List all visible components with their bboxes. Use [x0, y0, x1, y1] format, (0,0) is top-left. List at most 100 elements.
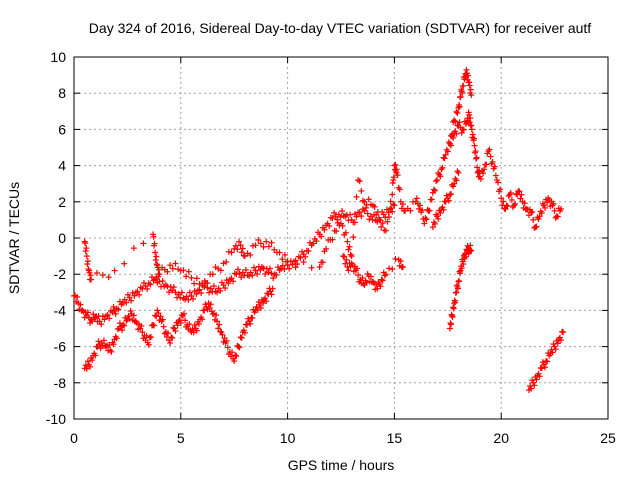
data-point: [244, 321, 251, 328]
data-point: [268, 270, 275, 277]
data-point: [379, 277, 386, 284]
data-point: [374, 208, 381, 215]
data-point: [454, 285, 461, 292]
y-tick-label: 2: [58, 194, 66, 210]
x-tick-label: 0: [70, 430, 78, 446]
data-point: [190, 329, 197, 336]
data-point: [88, 276, 95, 283]
data-point: [238, 249, 245, 256]
data-point: [382, 227, 389, 234]
x-tick-label: 25: [600, 430, 616, 446]
data-point: [152, 249, 159, 256]
data-point: [481, 166, 488, 173]
data-point: [445, 197, 452, 204]
data-point: [268, 291, 275, 298]
data-point: [483, 161, 490, 168]
data-point: [444, 148, 451, 155]
data-point: [218, 329, 225, 336]
data-point: [126, 315, 133, 322]
data-point: [239, 269, 246, 276]
data-point: [257, 240, 264, 247]
data-point: [252, 242, 259, 249]
data-point: [422, 215, 429, 222]
data-point: [367, 213, 374, 220]
data-point: [196, 281, 203, 288]
data-point: [249, 315, 256, 322]
data-point: [148, 274, 155, 281]
data-point: [230, 278, 237, 285]
data-point: [103, 343, 110, 350]
data-point: [237, 242, 244, 249]
data-point: [104, 311, 111, 318]
data-point: [224, 344, 231, 351]
data-point: [269, 285, 276, 292]
data-point: [391, 202, 398, 209]
data-point: [125, 312, 132, 319]
data-point: [154, 307, 161, 314]
data-point: [393, 166, 400, 173]
data-point: [77, 301, 84, 308]
data-point: [216, 321, 223, 328]
data-point: [452, 299, 459, 306]
data-point: [239, 245, 246, 252]
data-point: [468, 247, 475, 254]
data-point: [413, 195, 420, 202]
data-point: [185, 268, 192, 275]
data-point: [518, 191, 525, 198]
data-point: [541, 204, 548, 211]
data-point: [157, 313, 164, 320]
data-point: [260, 243, 267, 250]
data-point: [433, 178, 440, 185]
data-point: [431, 187, 438, 194]
data-point: [468, 126, 475, 133]
data-point: [292, 264, 299, 271]
data-point: [465, 72, 472, 79]
data-point: [83, 253, 90, 260]
data-point: [236, 238, 243, 245]
data-point: [79, 307, 86, 314]
data-point: [354, 265, 361, 272]
data-point: [449, 314, 456, 321]
data-point: [206, 289, 213, 296]
data-point: [130, 245, 137, 252]
data-point: [346, 243, 353, 250]
data-point: [151, 322, 158, 329]
data-point: [255, 298, 262, 305]
data-point: [308, 264, 315, 271]
data-point: [214, 289, 221, 296]
data-point: [551, 207, 558, 214]
data-point: [448, 321, 455, 328]
data-point: [441, 155, 448, 162]
data-point: [382, 271, 389, 278]
data-point: [193, 275, 200, 282]
data-point: [467, 86, 474, 93]
data-point: [228, 249, 235, 256]
data-point: [454, 110, 461, 117]
data-point: [437, 173, 444, 180]
data-point: [111, 267, 118, 274]
data-point: [167, 262, 174, 269]
data-point: [121, 260, 128, 267]
data-point: [533, 376, 540, 383]
data-point: [183, 273, 190, 280]
data-point: [241, 329, 248, 336]
data-point: [105, 274, 112, 281]
data-point: [348, 253, 355, 260]
data-point: [452, 118, 459, 125]
data-point: [497, 186, 504, 193]
data-point: [345, 246, 352, 253]
data-point: [486, 146, 493, 153]
data-point: [140, 240, 147, 247]
data-point: [554, 340, 561, 347]
data-point: [233, 271, 240, 278]
data-point: [342, 260, 349, 267]
data-point: [215, 325, 222, 332]
data-point: [531, 382, 538, 389]
data-point: [164, 268, 171, 275]
data-point: [558, 206, 565, 213]
data-point: [449, 131, 456, 138]
data-point: [253, 303, 260, 310]
data-point: [339, 208, 346, 215]
data-point: [498, 195, 505, 202]
data-point: [399, 201, 406, 208]
